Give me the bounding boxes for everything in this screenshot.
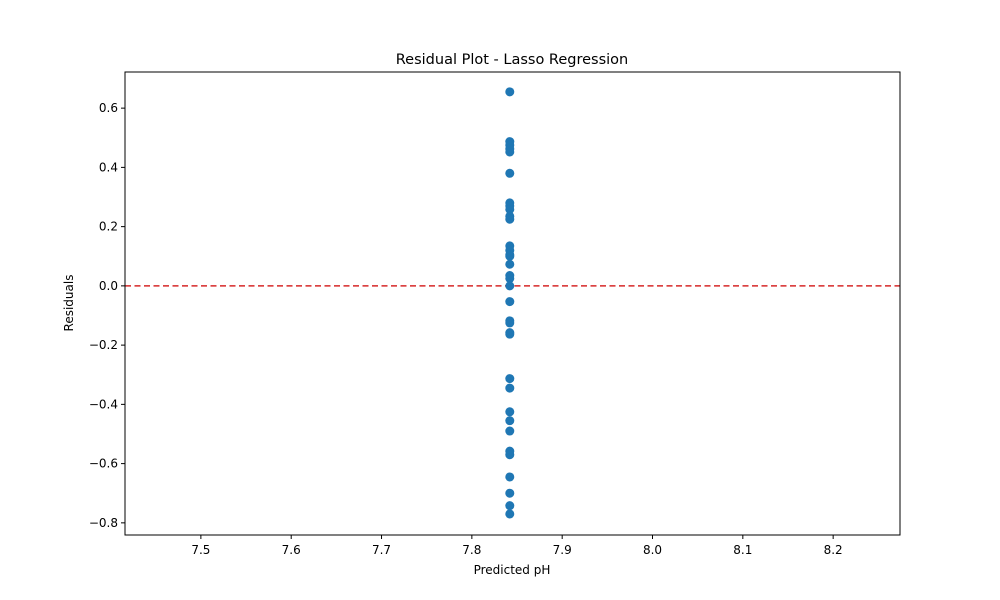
data-point-27 [505, 416, 515, 426]
y-tick-label-1: −0.6 [89, 457, 118, 471]
x-tick-label-6: 8.1 [733, 543, 752, 557]
y-axis-label: Residuals [62, 275, 76, 332]
plot-frame [124, 71, 901, 536]
y-tick-label-3: −0.2 [89, 338, 118, 352]
x-tick-label-3: 7.8 [462, 543, 481, 557]
plot-layer [125, 87, 900, 519]
y-tick-label-6: 0.4 [99, 160, 118, 174]
data-point-18 [505, 281, 515, 291]
x-tick-label-5: 8.0 [643, 543, 662, 557]
data-point-0 [505, 87, 515, 97]
chart-title: Residual Plot - Lasso Regression [396, 52, 629, 68]
data-point-21 [505, 318, 515, 328]
y-tick-label-4: 0.0 [99, 279, 118, 293]
data-point-17 [505, 273, 515, 283]
x-tick-label-7: 8.2 [824, 543, 843, 557]
y-tick-label-5: 0.2 [99, 220, 118, 234]
data-point-32 [505, 488, 515, 498]
x-axis-label: Predicted pH [474, 563, 551, 577]
data-point-33 [505, 501, 515, 511]
data-point-24 [505, 374, 515, 384]
data-point-4 [505, 147, 515, 157]
data-point-10 [505, 214, 515, 224]
data-point-8 [505, 204, 515, 214]
x-tick-label-1: 7.6 [282, 543, 301, 557]
data-point-15 [505, 259, 515, 269]
data-point-19 [505, 297, 515, 307]
data-point-30 [505, 450, 515, 460]
data-point-28 [505, 426, 515, 436]
data-point-14 [505, 251, 515, 261]
y-tick-label-0: −0.8 [89, 516, 118, 530]
y-tick-label-7: 0.6 [99, 101, 118, 115]
axes-layer: 7.5 7.6 7.7 7.8 7.9 8.0 8.1 8.2 −0.8 −0.6 −0.4 −0.2… [89, 71, 901, 557]
data-point-26 [505, 407, 515, 417]
data-point-31 [505, 472, 515, 482]
data-point-34 [505, 509, 515, 519]
x-tick-label-2: 7.7 [372, 543, 391, 557]
x-tick-label-0: 7.5 [191, 543, 210, 557]
x-tick-label-4: 7.9 [553, 543, 572, 557]
data-point-25 [505, 383, 515, 393]
y-tick-label-2: −0.4 [89, 397, 118, 411]
data-point-5 [505, 168, 515, 178]
data-point-23 [505, 329, 515, 339]
